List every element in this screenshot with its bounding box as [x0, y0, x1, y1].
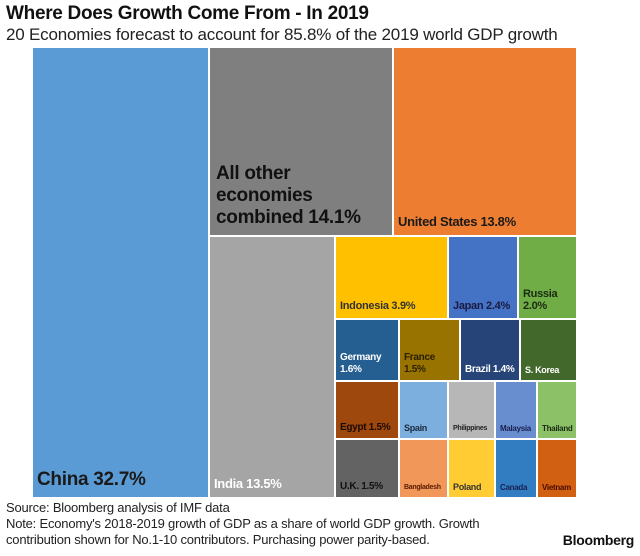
cell-label: Thailand: [542, 423, 573, 433]
chart-subtitle: 20 Economies forecast to account for 85.…: [6, 25, 558, 44]
treemap-cell-indonesia: Indonesia 3.9%: [336, 237, 447, 318]
note-line-1: Note: Economy's 2018-2019 growth of GDP …: [6, 516, 480, 531]
cell-label: United States 13.8%: [398, 214, 516, 230]
treemap-cell-egypt: Egypt 1.5%: [336, 382, 398, 438]
treemap-cell-india: India 13.5%: [210, 237, 334, 497]
cell-label: Germany 1.6%: [340, 352, 382, 375]
treemap-cell-germany: Germany 1.6%: [336, 320, 398, 380]
treemap-cell-japan: Japan 2.4%: [449, 237, 517, 318]
cell-label: Bangladesh: [404, 483, 441, 491]
cell-label: Spain: [404, 422, 428, 433]
cell-label: Canada: [500, 482, 528, 492]
cell-label: S. Korea: [525, 364, 560, 375]
treemap-cell-china: China 32.7%: [33, 48, 208, 497]
treemap-cell-united-states: United States 13.8%: [394, 48, 576, 235]
treemap-cell-poland: Poland: [449, 440, 494, 497]
chart-title: Where Does Growth Come From - In 2019: [6, 3, 369, 24]
cell-label: Vietnam: [542, 482, 571, 492]
treemap-cell-thailand: Thailand: [538, 382, 576, 438]
cell-label: Brazil 1.4%: [465, 363, 515, 375]
treemap-cell-france: France 1.5%: [400, 320, 459, 380]
cell-label: Malaysia: [500, 423, 531, 433]
bloomberg-logo: Bloomberg: [562, 532, 635, 548]
treemap-cell-brazil: Brazil 1.4%: [461, 320, 519, 380]
cell-label: U.K. 1.5%: [340, 480, 383, 492]
treemap-cell-russia: Russia 2.0%: [519, 237, 576, 318]
treemap-cell-vietnam: Vietnam: [538, 440, 576, 497]
cell-label: France 1.5%: [404, 352, 435, 375]
treemap-cell-all-other-economies: All other economies combined 14.1%: [210, 48, 392, 235]
cell-label: Russia 2.0%: [523, 287, 558, 313]
cell-label: Philippines: [453, 424, 488, 432]
cell-label: Poland: [453, 481, 482, 492]
cell-label: All other economies combined 14.1%: [216, 163, 361, 229]
treemap-cell-canada: Canada: [496, 440, 536, 497]
treemap-cell-malaysia: Malaysia: [496, 382, 536, 438]
cell-label: Indonesia 3.9%: [340, 300, 416, 313]
cell-label: Japan 2.4%: [453, 300, 510, 313]
source-note: Source: Bloomberg analysis of IMF data: [6, 500, 230, 515]
treemap-cell-bangladesh: Bangladesh: [400, 440, 447, 497]
cell-label: China 32.7%: [37, 469, 146, 491]
cell-label: Egypt 1.5%: [340, 421, 391, 433]
note-line-2: contribution shown for No.1-10 contribut…: [6, 532, 430, 547]
treemap-cell-u-k: U.K. 1.5%: [336, 440, 398, 497]
treemap-cell-philippines: Philippines: [449, 382, 494, 438]
treemap-cell-s-korea: S. Korea: [521, 320, 576, 380]
cell-label: India 13.5%: [214, 476, 282, 492]
treemap-cell-spain: Spain: [400, 382, 447, 438]
